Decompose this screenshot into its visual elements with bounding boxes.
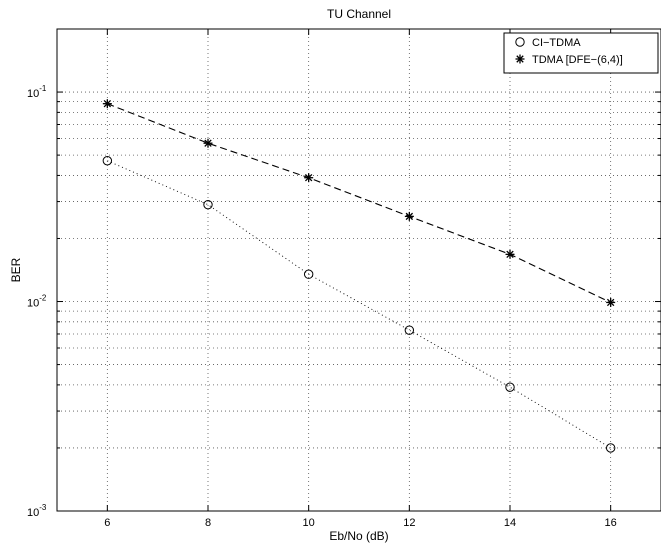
y-axis-label: BER bbox=[9, 257, 23, 282]
star-stroke bbox=[506, 250, 514, 259]
series-layer bbox=[102, 99, 616, 453]
star-stroke bbox=[304, 174, 313, 182]
x-axis-label: Eb/No (dB) bbox=[329, 529, 388, 543]
plot-frame bbox=[56, 28, 661, 512]
star-stroke bbox=[606, 298, 615, 307]
series-0 bbox=[102, 156, 616, 453]
legend-marker bbox=[515, 54, 525, 64]
series-1 bbox=[102, 99, 616, 307]
data-point bbox=[505, 249, 515, 259]
legend-entry: CI−TDMA bbox=[515, 37, 581, 49]
legend-label: CI−TDMA bbox=[532, 37, 581, 49]
data-point bbox=[404, 211, 414, 221]
x-tick-label: 12 bbox=[403, 517, 415, 529]
legend-box bbox=[503, 32, 659, 74]
data-point bbox=[505, 382, 515, 392]
data-point bbox=[102, 156, 113, 166]
x-tick-label: 14 bbox=[504, 517, 516, 529]
legend-label: TDMA [DFE−(6,4)] bbox=[532, 54, 623, 66]
y-tick-label: 10-3 bbox=[27, 503, 47, 519]
star-stroke bbox=[516, 55, 524, 63]
data-point bbox=[203, 138, 213, 148]
y-tick-exponent: -1 bbox=[39, 84, 47, 93]
data-point bbox=[605, 443, 616, 453]
x-tick-label: 16 bbox=[605, 517, 617, 529]
legend-marker bbox=[515, 37, 525, 47]
y-tick-label: 10-2 bbox=[27, 294, 47, 310]
y-tick-base: 10 bbox=[27, 298, 39, 310]
data-point bbox=[606, 297, 616, 307]
x-tick-label: 10 bbox=[303, 517, 315, 529]
y-tick-exponent: -2 bbox=[39, 294, 47, 303]
y-tick-base: 10 bbox=[27, 88, 39, 100]
data-point bbox=[304, 173, 314, 183]
x-tick-label: 8 bbox=[205, 517, 211, 529]
legend-entry: TDMA [DFE−(6,4)] bbox=[515, 54, 623, 66]
y-tick-base: 10 bbox=[27, 507, 39, 519]
data-point bbox=[404, 325, 415, 335]
data-point bbox=[203, 199, 213, 210]
series-line bbox=[107, 103, 611, 303]
data-point bbox=[303, 269, 314, 279]
star-stroke bbox=[103, 99, 112, 108]
chart-title: TU Channel bbox=[327, 7, 391, 21]
star-stroke bbox=[204, 139, 212, 147]
x-tick-label: 6 bbox=[104, 517, 110, 529]
plot-area bbox=[57, 29, 661, 511]
y-tick-label: 10-1 bbox=[27, 84, 47, 100]
data-point bbox=[102, 99, 112, 109]
legend: CI−TDMA TDMA [DFE−(6,4)] bbox=[503, 32, 659, 74]
star-stroke bbox=[405, 212, 414, 221]
y-tick-exponent: -3 bbox=[39, 503, 47, 512]
